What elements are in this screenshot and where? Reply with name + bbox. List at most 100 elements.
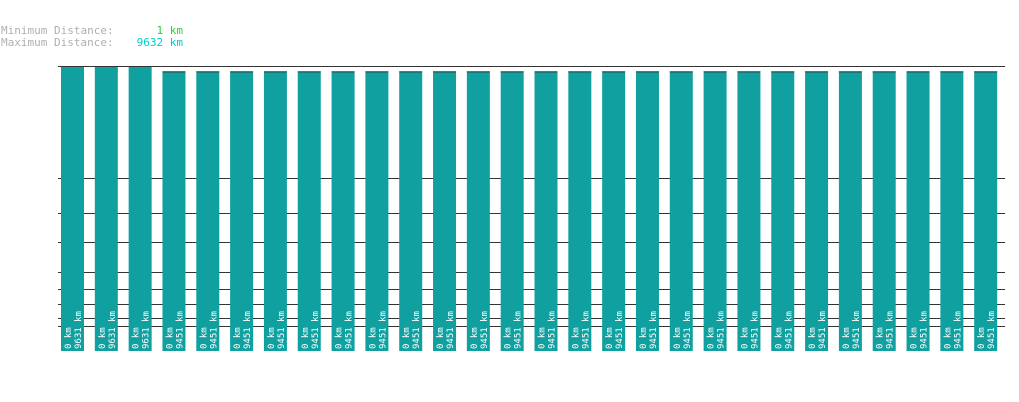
bar-group-17: 0 km 9451 km (635, 71, 659, 351)
bar-6 (263, 71, 287, 351)
bar-15 (568, 71, 592, 351)
bar-max-label-16: 9451 km (615, 311, 625, 349)
bar-min-label-11: 0 km (436, 327, 446, 349)
bar-group-21: 0 km 9451 km (771, 71, 795, 351)
bar-max-label-5: 9451 km (243, 311, 253, 349)
bar-min-label-22: 0 km (808, 327, 818, 349)
bar-group-10: 0 km 9451 km (399, 71, 423, 351)
bar-23 (838, 71, 862, 351)
bar-max-label-19: 9451 km (717, 311, 727, 349)
max-distance-label: Maximum Distance: (1, 36, 114, 49)
bar-max-label-2: 9631 km (142, 311, 152, 349)
bar-min-label-12: 0 km (470, 327, 480, 349)
bar-min-label-27: 0 km (977, 327, 987, 349)
bar-max-label-24: 9451 km (886, 311, 896, 349)
bar-min-label-24: 0 km (876, 327, 886, 349)
bar-min-label-23: 0 km (842, 327, 852, 349)
bar-group-20: 0 km 9451 km (737, 71, 761, 351)
bar-group-19: 0 km 9451 km (703, 71, 727, 351)
bar-group-11: 0 km 9451 km (433, 71, 457, 351)
bar-24 (872, 71, 896, 351)
bar-group-0: 0 km 9631 km (61, 66, 84, 351)
bar-max-label-21: 9451 km (784, 311, 794, 349)
bar-19 (703, 71, 727, 351)
bar-min-label-19: 0 km (707, 327, 717, 349)
bar-group-25: 0 km 9451 km (906, 71, 930, 351)
bar-group-7: 0 km 9451 km (297, 71, 321, 351)
min-distance-value: 1 km (156, 24, 184, 37)
bar-25 (906, 71, 930, 351)
bar-group-12: 0 km 9451 km (466, 71, 490, 351)
bar-min-label-7: 0 km (301, 327, 311, 349)
bar-group-22: 0 km 9451 km (805, 71, 829, 351)
bar-17 (635, 71, 659, 351)
bar-group-3: 0 km 9451 km (162, 71, 186, 351)
max-distance-value: 9632 km (136, 36, 183, 49)
bar-max-label-4: 9451 km (209, 311, 219, 349)
bar-max-label-0: 9631 km (74, 311, 84, 349)
bar-2 (128, 66, 152, 351)
bar-max-label-7: 9451 km (311, 311, 321, 349)
bar-max-label-8: 9451 km (345, 311, 355, 349)
bar-20 (737, 71, 761, 351)
bar-max-label-9: 9451 km (378, 311, 388, 349)
bar-min-label-15: 0 km (571, 327, 581, 349)
bar-min-label-18: 0 km (673, 327, 683, 349)
bars: 0 km 9631 km 0 km 9631 km 0 km 9631 km 0 km 945… (61, 66, 998, 351)
bar-min-label-9: 0 km (368, 327, 378, 349)
bar-min-label-17: 0 km (639, 327, 649, 349)
bar-min-label-20: 0 km (740, 327, 750, 349)
bar-min-label-8: 0 km (335, 327, 345, 349)
bar-0 (61, 66, 84, 351)
bar-max-label-23: 9451 km (852, 311, 862, 349)
bar-group-9: 0 km 9451 km (365, 71, 389, 351)
bar-22 (805, 71, 829, 351)
bar-max-label-27: 9451 km (987, 311, 997, 349)
bar-group-2: 0 km 9631 km (128, 66, 152, 351)
bar-group-16: 0 km 9451 km (602, 71, 626, 351)
bar-max-label-14: 9451 km (548, 311, 558, 349)
bar-min-label-10: 0 km (402, 327, 412, 349)
bar-group-23: 0 km 9451 km (838, 71, 862, 351)
bar-group-13: 0 km 9451 km (500, 71, 524, 351)
bar-26 (940, 71, 964, 351)
min-distance-label: Minimum Distance: (1, 24, 114, 37)
bar-group-24: 0 km 9451 km (872, 71, 896, 351)
bar-max-label-12: 9451 km (480, 311, 490, 349)
bar-group-6: 0 km 9451 km (263, 71, 287, 351)
bar-min-label-25: 0 km (910, 327, 920, 349)
bar-max-label-15: 9451 km (581, 311, 591, 349)
bar-group-27: 0 km 9451 km (974, 71, 998, 351)
max-distance-row: Maximum Distance: 9632 km (1, 37, 183, 49)
bar-max-label-6: 9451 km (277, 311, 287, 349)
bar-8 (331, 71, 355, 351)
bar-max-label-11: 9451 km (446, 311, 456, 349)
bar-min-label-1: 0 km (98, 327, 108, 349)
bar-group-15: 0 km 9451 km (568, 71, 592, 351)
bar-group-26: 0 km 9451 km (940, 71, 964, 351)
bar-14 (534, 71, 558, 351)
bar-group-8: 0 km 9451 km (331, 71, 355, 351)
bar-7 (297, 71, 321, 351)
bar-4 (196, 71, 220, 351)
bar-9 (365, 71, 389, 351)
bar-group-4: 0 km 9451 km (196, 71, 220, 351)
bar-max-label-22: 9451 km (818, 311, 828, 349)
bar-max-label-20: 9451 km (750, 311, 760, 349)
bar-max-label-17: 9451 km (649, 311, 659, 349)
bar-max-label-25: 9451 km (920, 311, 930, 349)
bar-min-label-2: 0 km (132, 327, 142, 349)
bar-max-label-10: 9451 km (412, 311, 422, 349)
bar-3 (162, 71, 186, 351)
bar-group-18: 0 km 9451 km (669, 71, 693, 351)
bar-min-label-13: 0 km (504, 327, 514, 349)
bar-group-14: 0 km 9451 km (534, 71, 558, 351)
bar-12 (466, 71, 490, 351)
distance-stats: Minimum Distance: 1 km Maximum Distance: 9… (1, 25, 183, 49)
bar-min-label-26: 0 km (943, 327, 953, 349)
bar-min-label-3: 0 km (165, 327, 175, 349)
bar-27 (974, 71, 998, 351)
bar-10 (399, 71, 423, 351)
bar-max-label-13: 9451 km (514, 311, 524, 349)
